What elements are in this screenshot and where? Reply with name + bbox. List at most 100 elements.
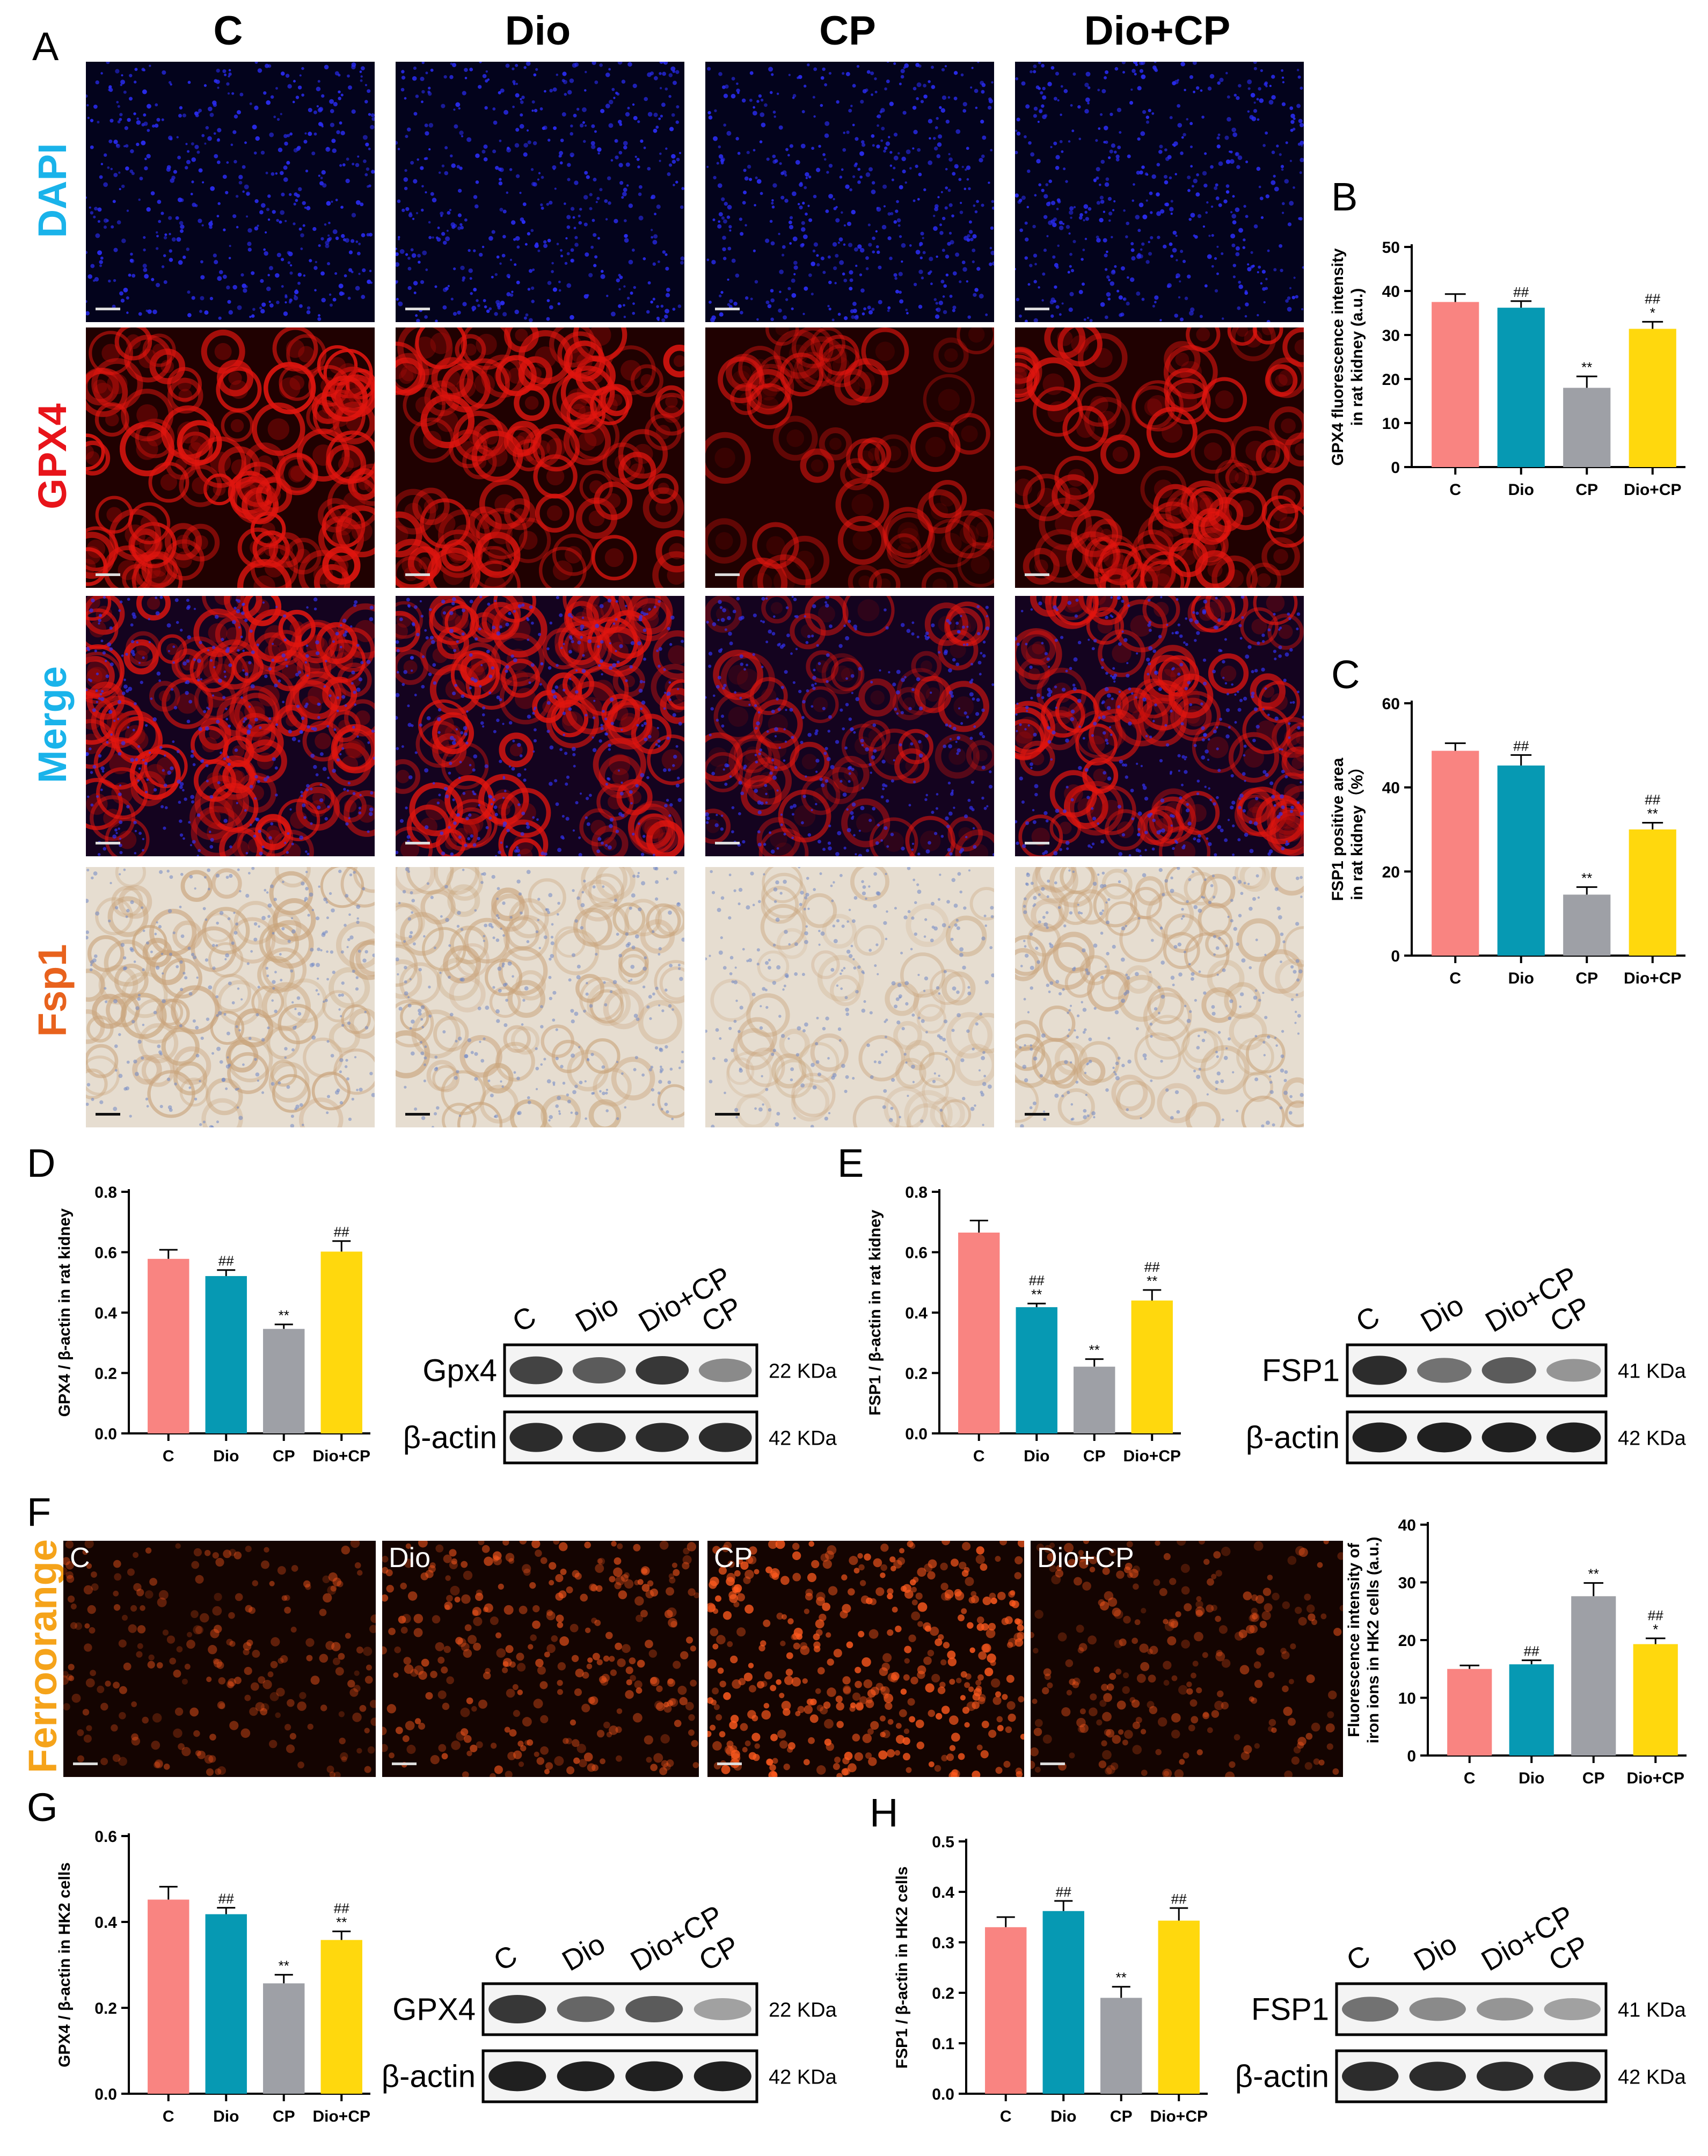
y-tick-label: 0.4 (905, 1305, 928, 1322)
y-tick-label: 50 (1382, 239, 1400, 257)
blot-band (636, 1356, 689, 1385)
x-tick-label: Dio (1519, 1769, 1544, 1787)
bar-dio-cp (1629, 329, 1676, 467)
blot-band (1477, 1998, 1534, 2021)
blot-band (698, 1423, 752, 1452)
scale-bar (392, 1762, 417, 1765)
y-axis-label: GPX4 / β-actin in HK2 cells (56, 1862, 74, 2067)
y-tick-label: 0.6 (94, 1828, 117, 1846)
y-tick-label: 20 (1382, 371, 1400, 389)
tile-label: Dio (389, 1542, 431, 1574)
panel-label-a: A (32, 24, 59, 69)
column-header-cp: CP (819, 8, 876, 54)
blot-row-name: FSP1 (1262, 1353, 1340, 1388)
x-tick-label: Dio+CP (1123, 1447, 1181, 1465)
bar-dio (205, 1914, 247, 2094)
bar-dio-cp (1158, 1920, 1200, 2094)
scale-bar (73, 1762, 98, 1765)
y-tick-label: 0.4 (94, 1305, 117, 1322)
blot-band (1481, 1357, 1536, 1384)
blot-band (1352, 1422, 1407, 1453)
scale-bar (405, 573, 430, 576)
micrograph-merge-dio (396, 596, 684, 856)
blot-band (1546, 1422, 1601, 1453)
significance-mark: ## (218, 1891, 234, 1907)
bar-dio (1042, 1911, 1084, 2094)
molecular-weight-label: 42 KDa (769, 1427, 837, 1450)
micrograph-fsp1-dio-cp (1015, 867, 1304, 1127)
scale-bar (715, 308, 740, 310)
bar-cp (1100, 1998, 1142, 2094)
bar-dio (1497, 308, 1545, 467)
micrograph-merge-c (86, 596, 375, 856)
blot-band (488, 2061, 546, 2092)
micrograph-gpx4-dio-cp (1015, 327, 1304, 588)
blot-band (509, 1423, 563, 1452)
western-blot-d: C Dio Dio+CP CP Gpx4 22 KDa β-actin 42 KDa (386, 1251, 859, 1476)
x-tick-label: Dio (1508, 970, 1534, 987)
molecular-weight-label: 22 KDa (769, 1999, 837, 2022)
molecular-weight-label: 42 KDa (1618, 2066, 1687, 2089)
y-tick-label: 0.0 (94, 2086, 117, 2103)
chart-b-gpx4-fluorescence: GPX4 fluorescence intensity in rat kidney… (1329, 225, 1707, 526)
scale-bar (405, 842, 430, 844)
blot-band (1409, 1997, 1466, 2021)
x-tick-label: Dio (1024, 1447, 1049, 1465)
molecular-weight-label: 41 KDa (1618, 1999, 1687, 2022)
tile-label: C (70, 1542, 90, 1574)
x-tick-label: CP (1575, 970, 1598, 987)
blot-band (1352, 1356, 1407, 1385)
bar-c (1447, 1669, 1492, 1756)
blot-row-name: Gpx4 (422, 1353, 497, 1388)
significance-mark: ## (1645, 290, 1660, 307)
scale-bar (405, 1113, 430, 1116)
micrograph-fsp1-cp (705, 867, 994, 1127)
y-tick-label: 10 (1398, 1690, 1416, 1708)
y-tick-label: 0 (1391, 459, 1400, 477)
blot-row-name: GPX4 (392, 1992, 476, 2027)
significance-mark: ## (1056, 1884, 1071, 1900)
significance-mark: ** (1581, 359, 1592, 375)
y-tick-label: 0.4 (932, 1884, 954, 1902)
significance-mark: ** (1581, 870, 1592, 886)
significance-mark: ** (1031, 1286, 1042, 1302)
bar-cp (263, 1329, 305, 1433)
western-blot-e: C Dio Dio+CP CP FSP1 41 KDa β-actin 42 KDa (1229, 1251, 1708, 1476)
chart-f-iron-hk2: Fluorescence intensity of iron ions in HK… (1345, 1503, 1708, 1815)
bar-c (148, 1899, 189, 2094)
significance-mark: ** (1647, 805, 1658, 821)
blot-band (572, 1357, 626, 1384)
y-tick-label: 0.0 (94, 1425, 117, 1443)
x-tick-label: Dio (1050, 2108, 1076, 2125)
y-tick-label: 0.1 (932, 2035, 954, 2053)
blot-band (572, 1423, 626, 1452)
y-tick-label: 20 (1398, 1632, 1416, 1650)
bar-dio (1509, 1664, 1554, 1756)
micrograph-merge-dio-cp (1015, 596, 1304, 856)
bar-dio (205, 1276, 247, 1433)
lane-label: C (507, 1300, 542, 1338)
bar-dio-cp (1131, 1300, 1173, 1433)
micrograph-gpx4-cp (705, 327, 994, 588)
blot-band (1342, 2062, 1399, 2091)
significance-mark: ## (1648, 1607, 1663, 1623)
lane-label: Dio (570, 1289, 624, 1338)
bar-c (1432, 751, 1479, 956)
bar-dio-cp (1633, 1644, 1678, 1756)
blot-row-name: FSP1 (1251, 1992, 1329, 2027)
x-tick-label: C (1000, 2108, 1012, 2125)
micrograph-gpx4-dio (396, 327, 684, 588)
panel-label-e: E (837, 1141, 864, 1185)
scale-bar (96, 308, 120, 310)
column-header-c: C (213, 8, 243, 54)
x-tick-label: Dio (213, 1447, 239, 1465)
column-header-dio-cp: Dio+CP (1084, 8, 1231, 54)
scale-bar (96, 842, 120, 844)
blot-band (625, 1995, 683, 2023)
scale-bar (715, 842, 740, 844)
significance-mark: ## (1524, 1643, 1539, 1659)
bar-c (1432, 302, 1479, 467)
molecular-weight-label: 41 KDa (1618, 1360, 1687, 1383)
western-blot-g: C Dio Dio+CP CP GPX4 22 KDa β-actin 42 KDa (365, 1890, 859, 2115)
bar-cp (1074, 1366, 1115, 1433)
